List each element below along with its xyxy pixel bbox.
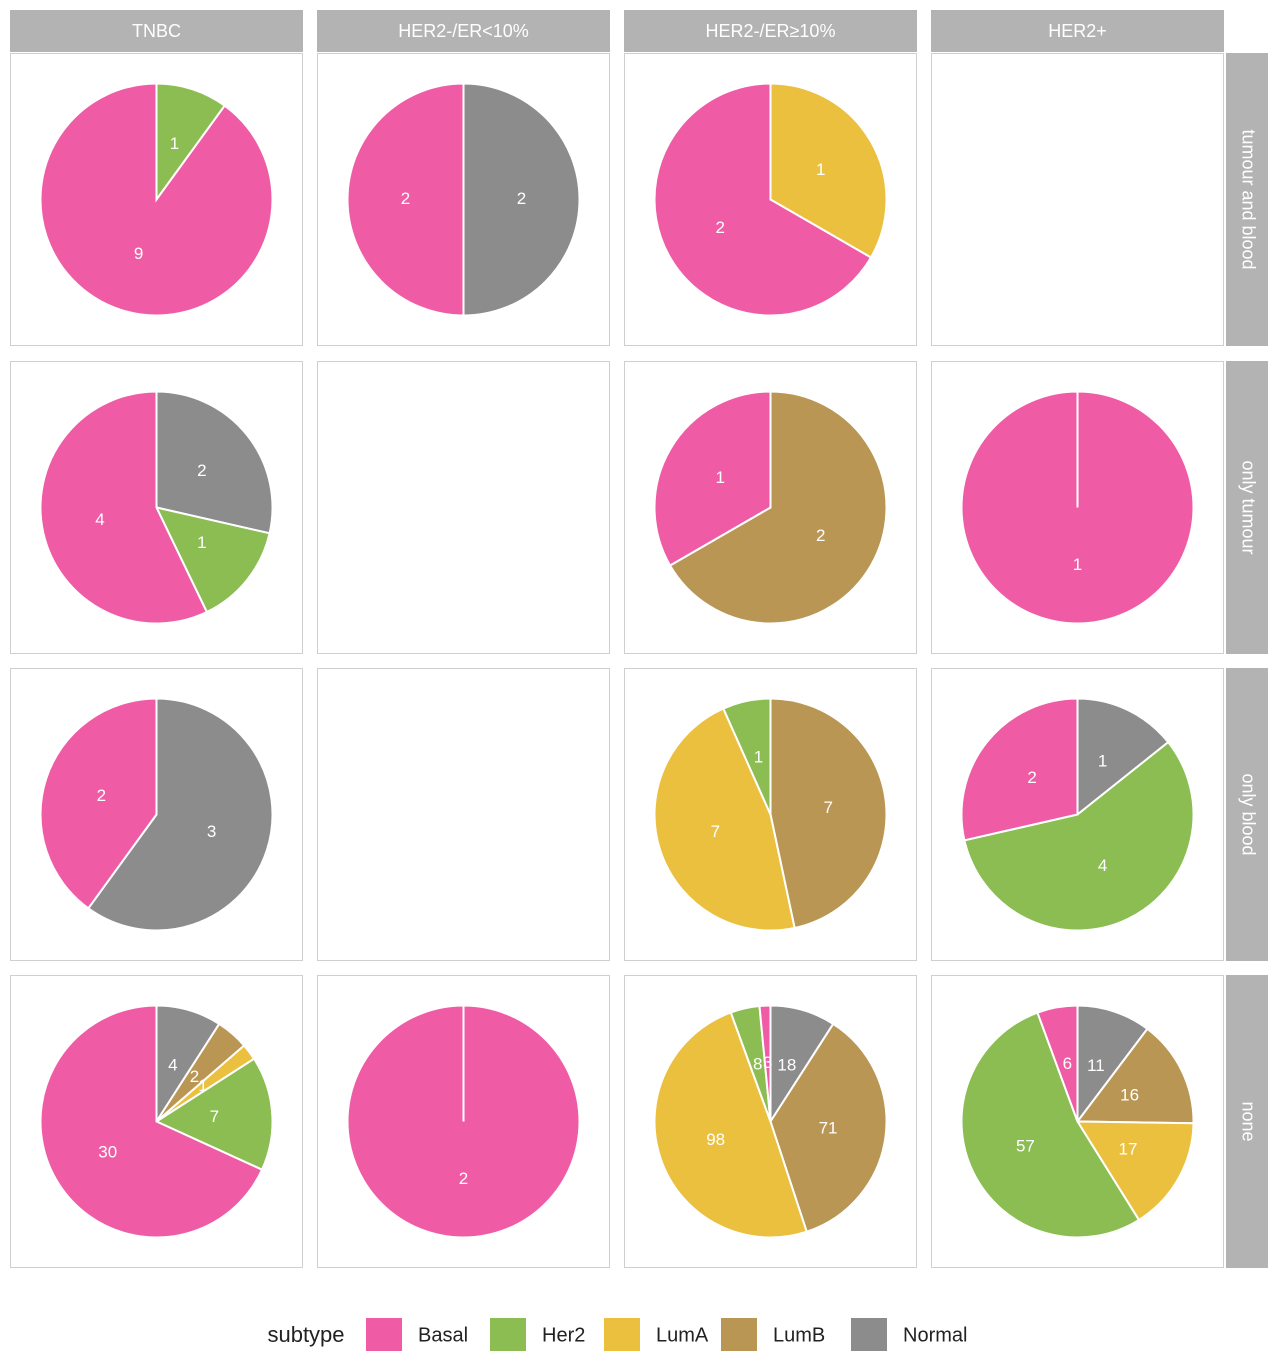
column-label: HER2+ <box>1048 21 1107 41</box>
pie-slice <box>39 82 274 317</box>
slice-label: 7 <box>210 1107 219 1126</box>
column-strip <box>317 10 610 52</box>
row-strip <box>1226 361 1268 654</box>
pie-slice <box>154 1057 274 1172</box>
slice-label: 2 <box>816 526 825 545</box>
panel <box>317 361 610 654</box>
slice-label: 2 <box>97 786 106 805</box>
slice-label: 7 <box>823 798 832 817</box>
pie-slice <box>653 390 772 567</box>
slice-label: 17 <box>1119 1139 1138 1158</box>
pie-slice <box>960 697 1079 842</box>
column-strip <box>624 10 917 52</box>
pie-slice <box>1076 697 1170 817</box>
slice-label: 2 <box>459 1169 468 1188</box>
legend-key <box>604 1318 640 1354</box>
slice-label: 16 <box>1120 1085 1139 1104</box>
slice-label: 2 <box>190 1067 199 1086</box>
legend-label: LumB <box>773 1324 825 1346</box>
row-strip <box>1226 53 1268 346</box>
pie-slice <box>769 697 888 930</box>
legend-key <box>721 1318 757 1354</box>
legend-title: subtype <box>267 1322 344 1347</box>
pie-slice <box>960 390 1195 625</box>
pie-slice <box>653 1011 808 1239</box>
pie-slice <box>758 1004 772 1122</box>
slice-label: 1 <box>754 747 763 766</box>
pie-slice <box>1036 1004 1079 1122</box>
slice-label: 2 <box>716 218 725 237</box>
slice-label: 1 <box>1098 752 1107 771</box>
legend-label: Her2 <box>542 1324 585 1346</box>
slice-label: 2 <box>197 461 206 480</box>
pie-slice <box>653 707 796 932</box>
pie-slice <box>963 740 1195 932</box>
pie-slice <box>960 1011 1141 1239</box>
slice-label: 4 <box>95 510 104 529</box>
slice-label: 3 <box>207 822 216 841</box>
column-strip <box>931 10 1224 52</box>
slice-label: 4 <box>1098 856 1107 875</box>
slice-label: 1 <box>816 160 825 179</box>
pie-slice <box>668 390 888 625</box>
slice-label: 2 <box>517 189 526 208</box>
slice-label: 1 <box>198 1076 207 1095</box>
legend-key <box>366 1318 402 1354</box>
slice-label: 11 <box>1087 1056 1105 1075</box>
pie-slice <box>462 82 581 317</box>
pie-slice <box>154 506 271 614</box>
row-label: tumour and blood <box>1238 129 1258 269</box>
pie-slice <box>346 82 465 317</box>
panel <box>317 668 610 961</box>
slice-label: 30 <box>98 1142 117 1161</box>
legend-label: Basal <box>418 1324 468 1346</box>
slice-label: 3 <box>763 1053 772 1072</box>
slice-label: 57 <box>1016 1136 1035 1155</box>
column-label: HER2-/ER<10% <box>398 21 529 41</box>
pie-slice <box>1075 1120 1195 1222</box>
legend-key <box>851 1318 887 1354</box>
legend-label: Normal <box>903 1324 967 1346</box>
row-label: none <box>1238 1101 1258 1141</box>
row-strip <box>1226 975 1268 1268</box>
row-strip <box>1226 668 1268 961</box>
slice-label: 1 <box>1073 555 1082 574</box>
slice-label: 9 <box>134 244 143 263</box>
slice-label: 71 <box>819 1118 838 1137</box>
slice-label: 1 <box>716 468 725 487</box>
pie-slice <box>653 82 873 317</box>
column-label: TNBC <box>132 21 181 41</box>
slice-label: 8 <box>753 1054 762 1073</box>
pie-slice <box>155 82 227 203</box>
panel <box>931 53 1224 346</box>
row-label: only tumour <box>1238 460 1258 554</box>
slice-label: 1 <box>170 134 179 153</box>
legend-key <box>490 1318 526 1354</box>
pie-slice <box>1075 1027 1195 1125</box>
row-label: only blood <box>1238 773 1258 855</box>
slice-label: 4 <box>168 1055 177 1074</box>
pie-slice <box>39 390 209 625</box>
slice-label: 7 <box>711 822 720 841</box>
pie-slice <box>769 82 888 259</box>
pie-slice <box>155 390 274 535</box>
pie-slice <box>721 697 772 815</box>
slice-label: 1 <box>197 533 206 552</box>
pie-slice <box>86 697 274 932</box>
slice-label: 6 <box>1063 1054 1072 1073</box>
slice-label: 98 <box>706 1130 725 1149</box>
pie-slice <box>39 697 158 910</box>
slice-label: 2 <box>1027 768 1036 787</box>
slice-label: 2 <box>401 189 410 208</box>
column-label: HER2-/ER≥10% <box>706 21 836 41</box>
legend-label: LumA <box>656 1324 709 1346</box>
slice-label: 18 <box>777 1055 796 1074</box>
pie-slice <box>1076 1004 1149 1125</box>
pie-slice <box>769 1022 888 1233</box>
column-strip <box>10 10 303 52</box>
pie-slice <box>346 1004 581 1239</box>
pie-slice <box>39 1004 264 1239</box>
